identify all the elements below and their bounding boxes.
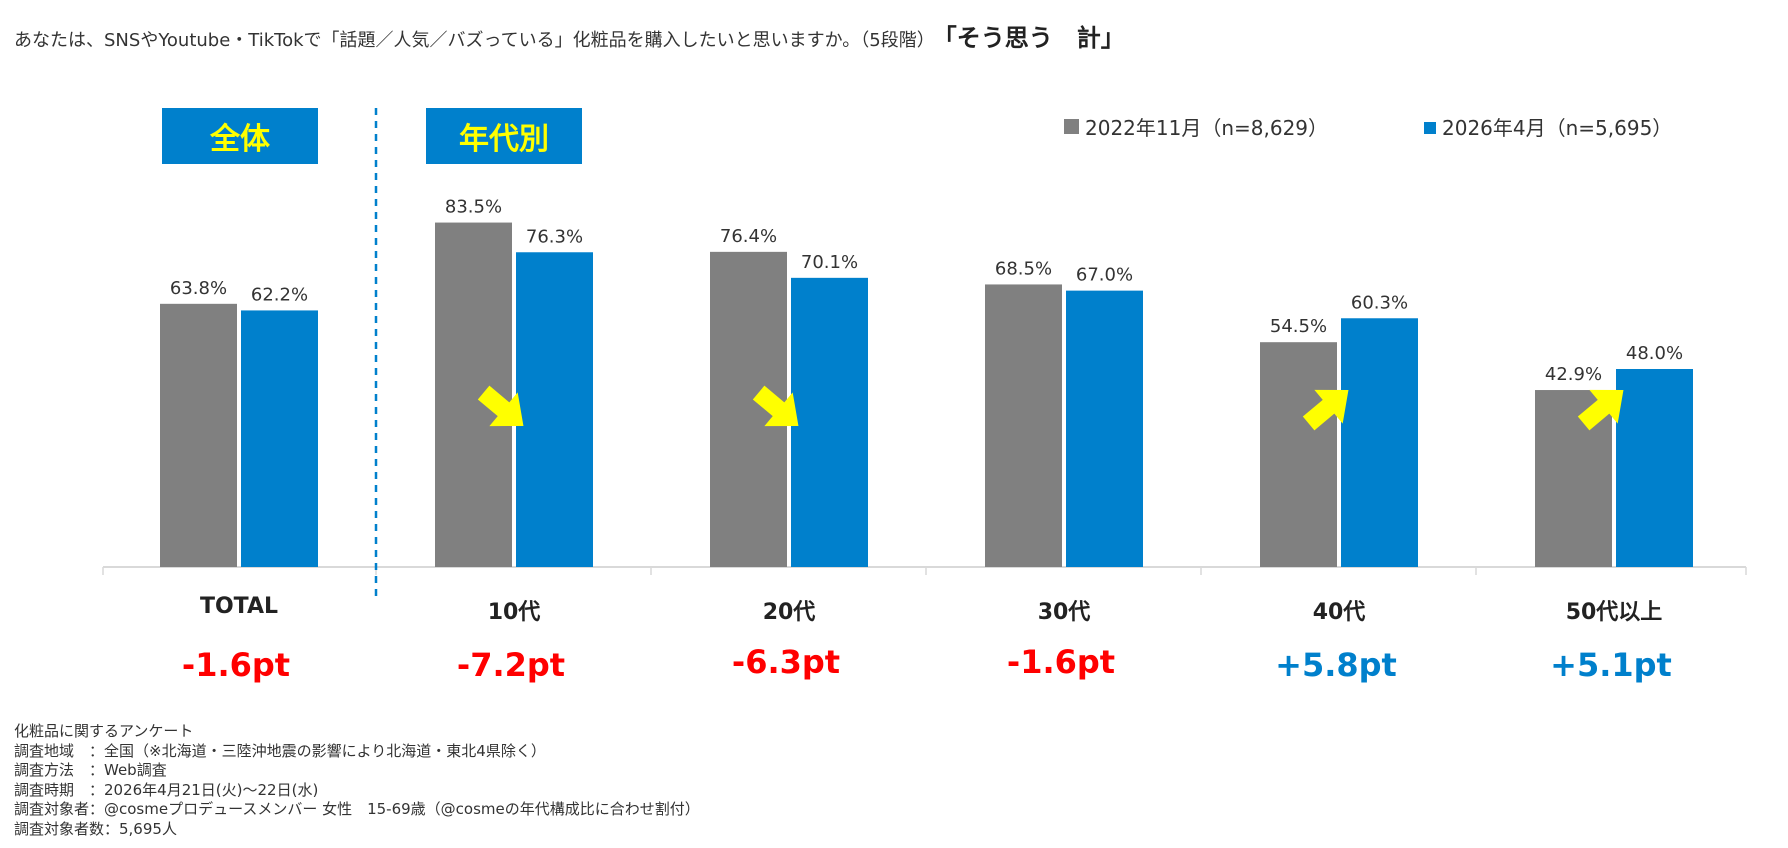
category-label: 20代 xyxy=(762,600,816,625)
footnote-line: 調査方法 ：Web調査 xyxy=(14,761,167,779)
bar-value-label: 48.0% xyxy=(1626,343,1683,364)
trend-arrow-up-icon xyxy=(1577,389,1624,431)
trend-arrow-down-icon xyxy=(752,385,799,427)
difference-label: +5.8pt xyxy=(1275,646,1397,684)
bar-value-label: 83.5% xyxy=(445,197,502,218)
category-label: 30代 xyxy=(1037,600,1091,625)
bar-2022 xyxy=(435,222,512,567)
bar-value-label: 68.5% xyxy=(995,258,1052,279)
trend-arrow-up-icon xyxy=(1302,389,1349,431)
footnote-line: 化粧品に関するアンケート xyxy=(14,722,194,740)
bar-value-label: 76.4% xyxy=(720,226,777,247)
survey-question: あなたは、SNSやYoutube・TikTokで「話題／人気／バズっている」化粧… xyxy=(14,18,1125,53)
question-emphasis: 「そう思う 計」 xyxy=(944,24,1125,52)
category-label: 50代以上 xyxy=(1565,600,1663,625)
legend-swatch-2026 xyxy=(1424,122,1436,134)
bar-value-label: 67.0% xyxy=(1076,265,1133,286)
bar-2022 xyxy=(1260,342,1337,567)
legend-label-2022: 2022年11月（n=8,629） xyxy=(1085,116,1329,140)
badge-by-age: 年代別 xyxy=(426,108,582,164)
bar-2026 xyxy=(241,310,318,567)
bar-2026 xyxy=(791,277,868,567)
footnote-line: 調査時期 ：2026年4月21日(火)～22日(水) xyxy=(14,780,319,799)
legend-swatch-2022 xyxy=(1064,119,1079,134)
arrow-shape xyxy=(1577,389,1624,431)
bar-2026 xyxy=(516,252,593,567)
difference-label: +5.1pt xyxy=(1550,646,1672,684)
badge-total: 全体 xyxy=(162,108,318,164)
bar-value-label: 76.3% xyxy=(526,226,583,247)
footnote-line: 調査対象者：@cosmeプロデュースメンバー 女性 15-69歳（@cosmeの… xyxy=(14,800,700,818)
bar-2026 xyxy=(1616,369,1693,567)
question-text: あなたは、SNSやYoutube・TikTokで「話題／人気／バズっている」化粧… xyxy=(14,30,935,51)
bar-value-label: 63.8% xyxy=(170,278,227,299)
footnote-line: 調査対象者数：5,695人 xyxy=(14,819,177,838)
category-label: 10代 xyxy=(487,600,541,625)
difference-label: -6.3pt xyxy=(731,643,841,681)
legend-item-2022: 2022年11月（n=8,629） xyxy=(1064,112,1328,141)
legend-label-2026: 2026年4月（n=5,695） xyxy=(1442,116,1673,140)
footnote-line: 調査地域 ：全国（※北海道・三陸沖地震の影響により北海道・東北4県除く） xyxy=(14,741,546,760)
bar-value-label: 60.3% xyxy=(1351,292,1408,313)
legend-item-2026: 2026年4月（n=5,695） xyxy=(1424,112,1672,141)
arrow-shape xyxy=(752,385,799,427)
difference-label: -1.6pt xyxy=(1006,643,1116,681)
bar-2026 xyxy=(1341,318,1418,567)
trend-arrow-down-icon xyxy=(477,385,524,427)
bar-value-label: 70.1% xyxy=(801,252,858,273)
bar-2022 xyxy=(985,284,1062,567)
difference-label: -7.2pt xyxy=(456,646,566,684)
survey-footnote: 化粧品に関するアンケート 調査地域 ：全国（※北海道・三陸沖地震の影響により北海… xyxy=(14,722,700,839)
bar-value-label: 54.5% xyxy=(1270,316,1327,337)
category-label: TOTAL xyxy=(199,594,279,619)
arrow-shape xyxy=(477,385,524,427)
difference-label: -1.6pt xyxy=(181,646,291,684)
arrow-shape xyxy=(1302,389,1349,431)
bar-value-label: 62.2% xyxy=(251,284,308,305)
category-label: 40代 xyxy=(1312,600,1366,625)
bar-value-label: 42.9% xyxy=(1545,364,1602,385)
bar-2022 xyxy=(160,303,237,567)
bar-2026 xyxy=(1066,290,1143,567)
